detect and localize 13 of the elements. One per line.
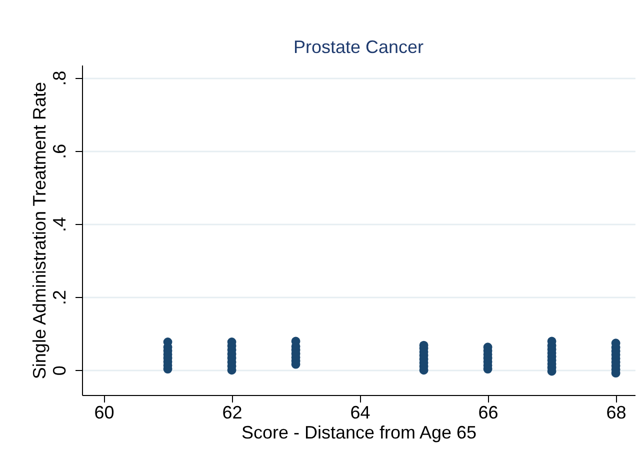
y-tick-label: .4: [50, 216, 70, 232]
x-tick-label: 64: [350, 402, 370, 422]
x-axis-title: Score - Distance from Age 65: [241, 422, 477, 442]
y-tick-label: .8: [50, 70, 70, 86]
x-tick-label: 62: [222, 402, 242, 422]
y-tick-label: .2: [50, 290, 70, 306]
y-tick-label: .6: [50, 144, 70, 159]
y-axis-title: Single Administration Treatment Rate: [30, 82, 50, 380]
x-tick-label: 60: [94, 402, 114, 422]
y-tick-label: 0: [50, 366, 70, 376]
x-tick-label: 68: [606, 402, 626, 422]
chart-title: Prostate Cancer: [293, 37, 424, 57]
x-tick-label: 66: [478, 402, 498, 422]
